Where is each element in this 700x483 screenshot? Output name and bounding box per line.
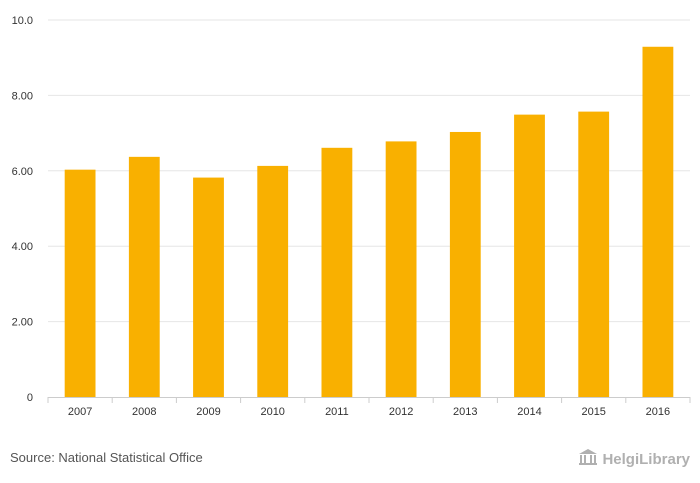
y-tick-label: 0 <box>27 392 33 404</box>
x-tick-label: 2008 <box>132 406 156 418</box>
x-tick-label: 2011 <box>325 406 349 418</box>
x-tick-label: 2014 <box>517 406 541 418</box>
axes <box>47 397 691 403</box>
library-building-icon <box>578 448 598 470</box>
bar <box>642 46 674 397</box>
bar <box>64 169 96 397</box>
y-tick-labels: 0 2.00 4.00 6.00 8.00 10.0 <box>12 15 33 404</box>
y-tick-label: 10.0 <box>12 15 33 27</box>
bar <box>385 141 417 397</box>
logo-text: HelgiLibrary <box>602 450 690 468</box>
y-tick-label: 2.00 <box>12 317 33 329</box>
y-tick-label: 8.00 <box>12 90 33 102</box>
x-tick-label: 2007 <box>68 406 92 418</box>
y-tick-label: 4.00 <box>12 241 33 253</box>
bar <box>514 114 545 397</box>
helgi-library-logo: HelgiLibrary <box>578 448 690 470</box>
x-tick-label: 2016 <box>646 406 670 418</box>
bar <box>257 165 289 397</box>
x-tick-label: 2010 <box>260 406 284 418</box>
x-tick-labels: 2007 2008 2009 2010 2011 2012 2013 2014 2015 2016 <box>68 406 670 418</box>
bars <box>64 46 674 398</box>
bar <box>449 131 481 397</box>
bar <box>193 177 224 397</box>
bar <box>128 156 160 397</box>
source-note: Source: National Statistical Office <box>10 450 203 465</box>
x-tick-label: 2009 <box>196 406 220 418</box>
x-tick-label: 2013 <box>453 406 477 418</box>
x-tick-label: 2012 <box>389 406 413 418</box>
x-tick-label: 2015 <box>581 406 605 418</box>
bar <box>578 111 610 398</box>
y-tick-label: 6.00 <box>12 166 33 178</box>
bar <box>321 147 353 397</box>
